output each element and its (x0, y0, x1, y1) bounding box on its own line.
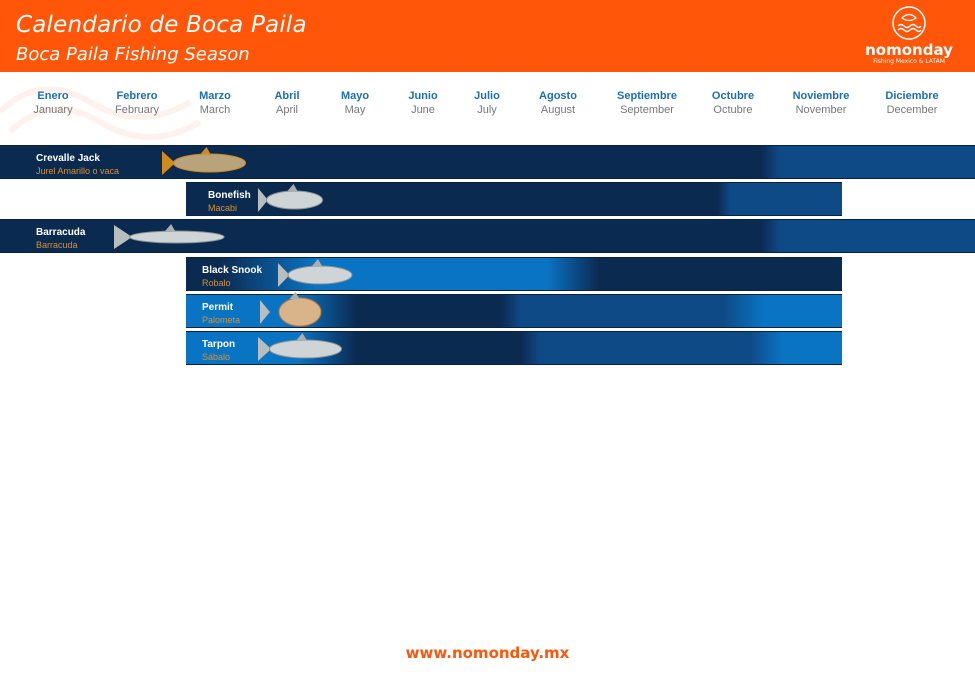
species-name: Black Snook (202, 265, 263, 276)
season-bar-crevalle-jack: Crevalle Jack Jurel Amarillo o vaca (0, 145, 975, 179)
fish-wave-logo-icon (892, 6, 926, 40)
species-name: Barracuda (36, 227, 86, 238)
season-bar-permit: Permit Palometa (186, 292, 842, 328)
month-header-row: Enero January Febrero February Marzo March Abr… (0, 90, 975, 130)
month-label-en: February (114, 104, 160, 116)
month-december: Diciembre December (885, 90, 938, 116)
species-name: Crevalle Jack (36, 153, 100, 164)
season-bar-barracuda: Barracuda Barracuda (0, 219, 975, 253)
month-label-en: April (275, 104, 298, 116)
month-label-es: Agosto (539, 90, 577, 102)
month-label-es: Julio (474, 90, 500, 102)
header-banner: Calendario de Boca Paila Boca Paila Fish… (0, 0, 975, 72)
month-july: Julio July (474, 90, 500, 116)
species-label: Permit Palometa (202, 301, 240, 327)
species-name: Tarpon (202, 339, 236, 350)
month-september: Septiembre September (617, 90, 677, 116)
month-label-en: Octubre (713, 104, 753, 116)
species-label: Barracuda Barracuda (36, 226, 85, 252)
month-label-en: June (411, 104, 435, 116)
month-november: Noviembre November (793, 90, 850, 116)
species-local-name: Macabi (208, 203, 238, 213)
season-bar-tarpon: Tarpon Sábalo (186, 331, 842, 365)
month-label-en: August (540, 104, 576, 116)
month-octubre: Octubre Octubre (712, 90, 754, 116)
jack-fish-icon (162, 147, 246, 175)
month-august: Agosto August (539, 90, 577, 116)
species-label: Bonefish Macabi (208, 189, 251, 215)
tarpon-icon (258, 333, 342, 361)
month-april: Abril April (274, 90, 299, 116)
month-label-en: May (344, 104, 366, 116)
permit-icon (260, 292, 322, 327)
species-name: Bonefish (208, 190, 251, 201)
month-label-es: Marzo (199, 90, 231, 102)
month-label-es: Noviembre (792, 90, 850, 102)
month-march: Marzo March (199, 90, 231, 116)
page-subtitle: Boca Paila Fishing Season (16, 44, 250, 65)
website-url[interactable]: www.nomonday.mx (405, 644, 570, 662)
snook-icon (278, 259, 353, 287)
month-label-es: Junio (408, 90, 438, 102)
month-label-en: January (33, 104, 73, 116)
month-label-es: Abril (274, 90, 300, 102)
species-local-name: Jurel Amarillo o vaca (36, 166, 120, 176)
month-label-es: Octubre (711, 90, 755, 102)
barracuda-icon (114, 224, 225, 249)
decorative-wave-pattern (0, 86, 202, 140)
species-label: Tarpon Sábalo (202, 338, 235, 364)
species-label: Black Snook Robalo (202, 264, 262, 290)
species-local-name: Palometa (202, 315, 241, 325)
bonefish-icon (258, 184, 323, 212)
month-label-es: Septiembre (617, 90, 677, 102)
species-local-name: Sábalo (202, 352, 231, 362)
month-january: Enero January (33, 90, 72, 116)
month-label-es: Febrero (116, 90, 158, 102)
month-label-en: November (795, 104, 847, 116)
month-february: Febrero February (115, 90, 159, 116)
month-june: Junio June (408, 90, 437, 116)
month-label-en: March (199, 104, 231, 116)
brand-name: nomonday (865, 41, 953, 59)
month-label-es: Diciembre (885, 90, 939, 102)
month-label-en: July (477, 104, 497, 116)
month-may: Mayo May (341, 90, 369, 116)
month-label-en: September (620, 104, 674, 116)
species-name: Permit (202, 302, 234, 313)
species-label: Crevalle Jack Jurel Amarillo o vaca (36, 152, 119, 178)
season-bar-bonefish: Bonefish Macabi (186, 182, 842, 216)
page-title: Calendario de Boca Paila (16, 12, 307, 38)
species-local-name: Barracuda (36, 240, 78, 250)
month-label-en: December (886, 104, 938, 116)
season-bar-black-snook: Black Snook Robalo (186, 257, 842, 291)
brand-tagline: Fishing Mexico & LATAM (873, 58, 945, 65)
month-label-es: Enero (37, 90, 69, 102)
nomonday-logo: nomonday Fishing Mexico & LATAM (859, 4, 959, 70)
species-local-name: Robalo (202, 278, 231, 288)
month-label-es: Mayo (340, 90, 370, 102)
